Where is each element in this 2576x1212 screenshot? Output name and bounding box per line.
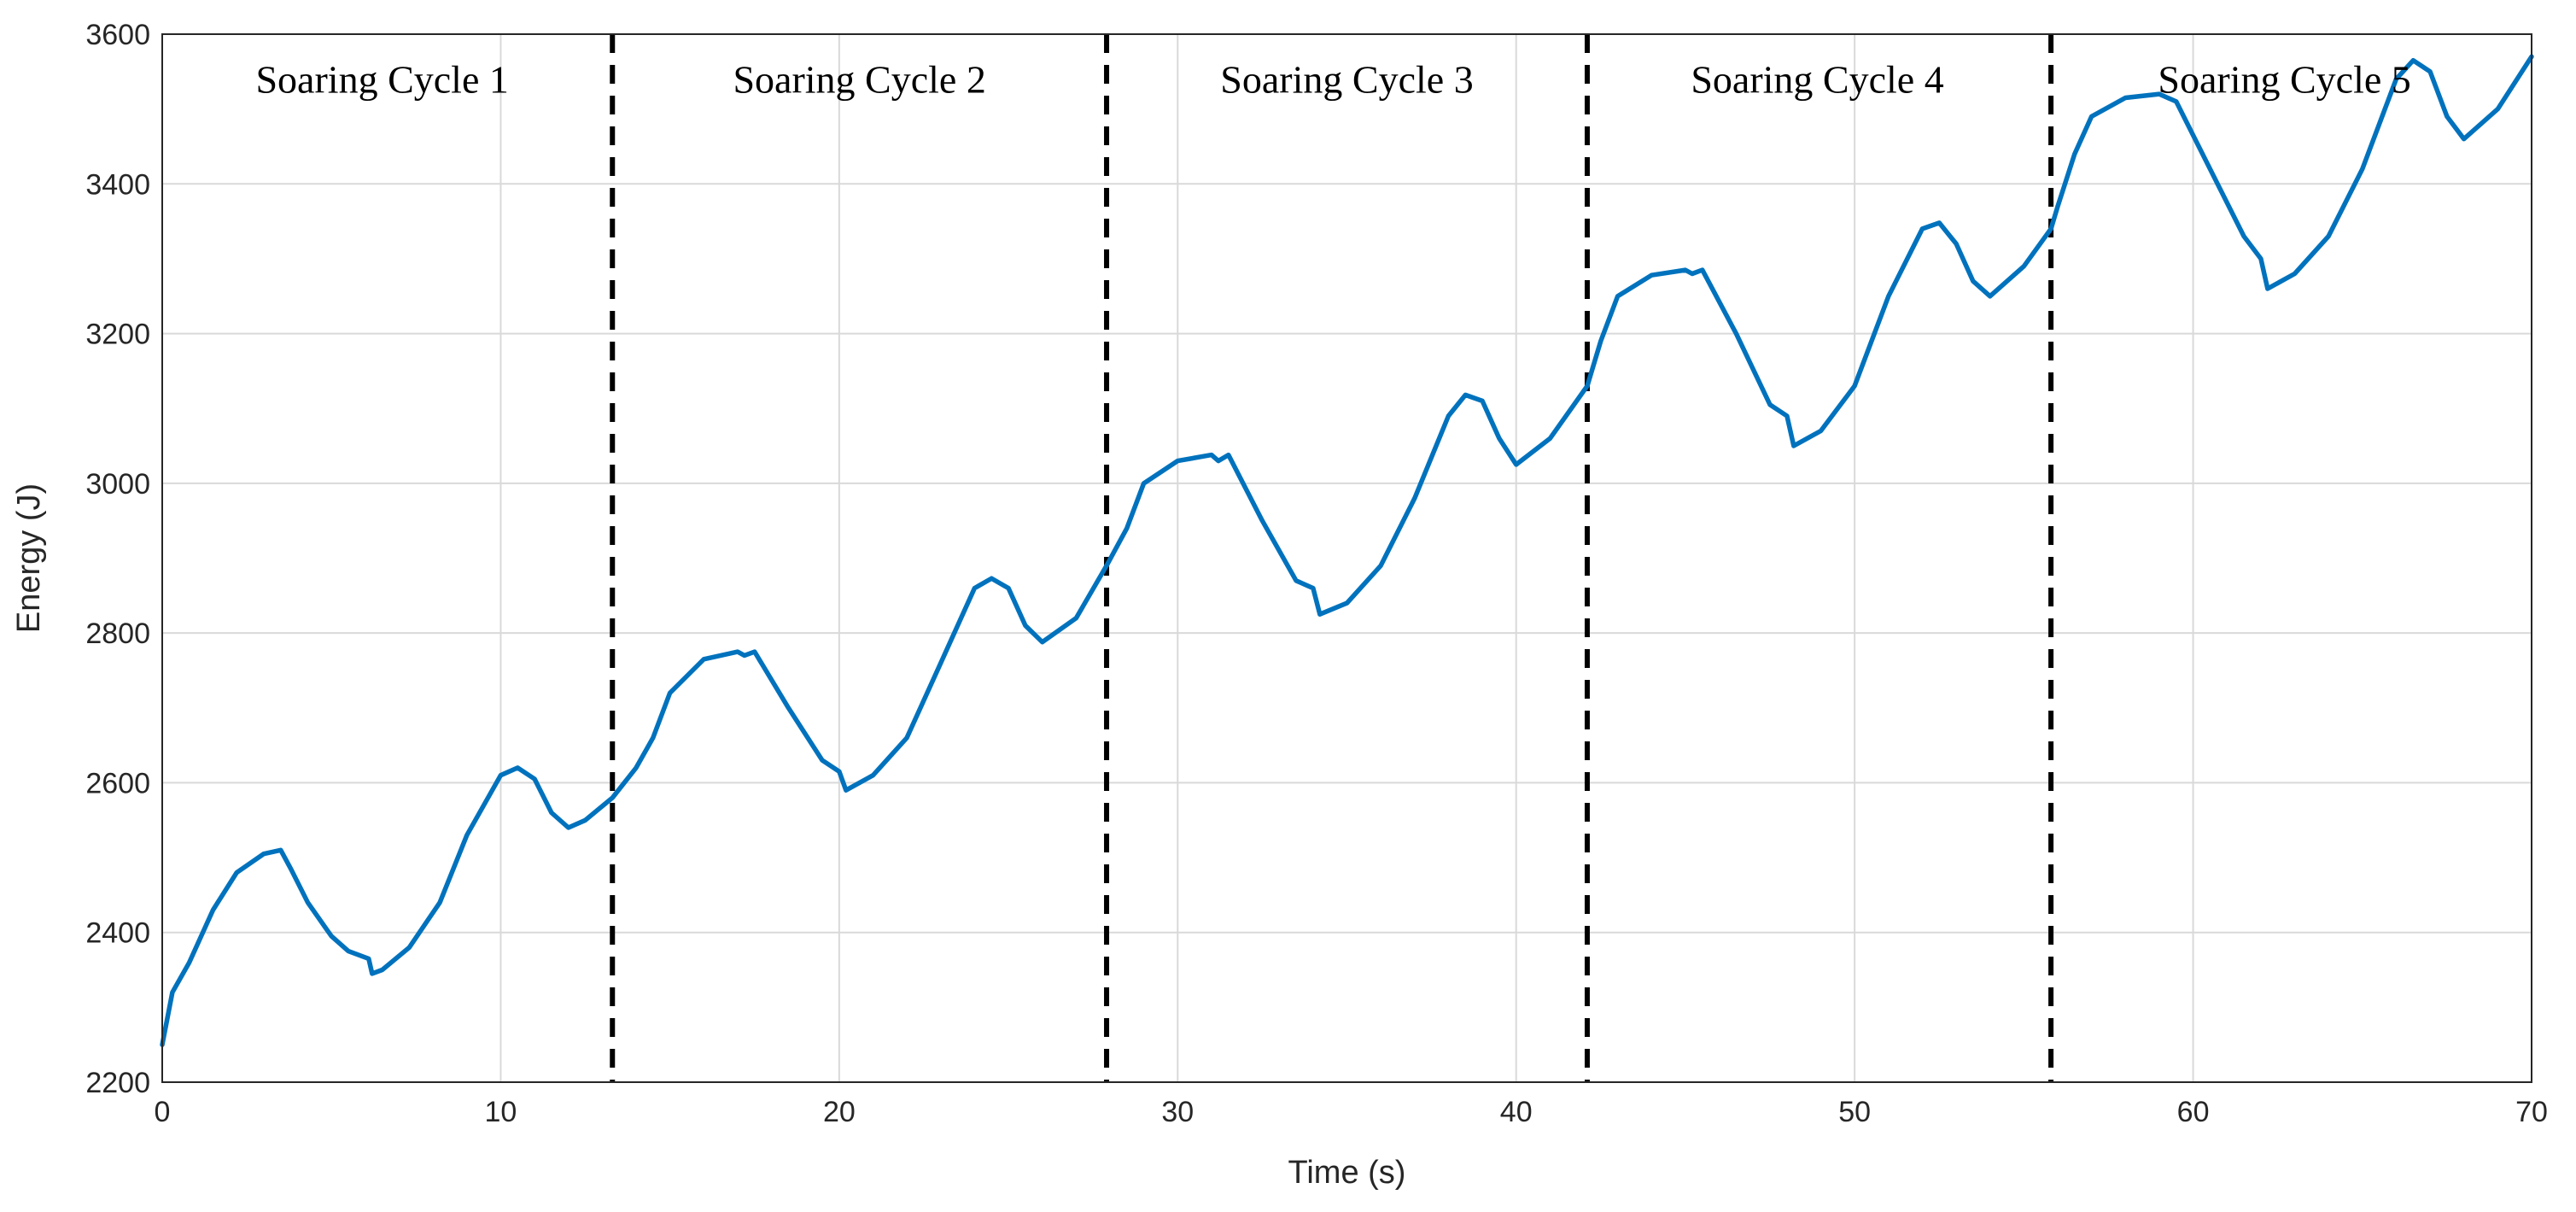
cycle-labels: Soaring Cycle 1 Soaring Cycle 2 Soaring Cy… (255, 58, 2410, 102)
x-tick-label: 40 (1500, 1096, 1533, 1128)
x-tick-label: 70 (2515, 1096, 2548, 1128)
cycle-label-5: Soaring Cycle 5 (2158, 58, 2410, 102)
x-tick-label: 50 (1838, 1096, 1871, 1128)
y-tick-label: 2800 (85, 618, 150, 650)
x-axis-label: Time (s) (1288, 1155, 1406, 1191)
series-line-energy (160, 54, 2534, 1047)
cycle-label-1: Soaring Cycle 1 (255, 58, 508, 102)
x-tick-label: 60 (2177, 1096, 2210, 1128)
y-tick-label: 3400 (85, 168, 150, 201)
x-tick-label: 0 (155, 1096, 171, 1128)
x-tick-label: 10 (485, 1096, 517, 1128)
cycle-dividers (610, 34, 2054, 1082)
cycle-label-3: Soaring Cycle 3 (1220, 58, 1473, 102)
cycle-label-4: Soaring Cycle 4 (1691, 58, 1943, 102)
y-tick-label: 2600 (85, 767, 150, 799)
series-layer (160, 54, 2534, 1047)
x-tick-label: 20 (823, 1096, 856, 1128)
plot-frame (161, 33, 2532, 1083)
tick-labels: 0 10 20 30 40 50 60 70 2200 2400 2600 2800 3000 3200 3… (85, 19, 2548, 1128)
y-tick-label: 3200 (85, 319, 150, 351)
x-tick-label: 30 (1161, 1096, 1194, 1128)
y-tick-label: 2200 (85, 1067, 150, 1099)
grid (161, 33, 2532, 1083)
cycle-label-2: Soaring Cycle 2 (733, 58, 985, 102)
y-tick-label: 3000 (85, 468, 150, 501)
y-axis-label: Energy (J) (11, 483, 47, 633)
y-tick-label: 3600 (85, 19, 150, 51)
y-tick-label: 2400 (85, 917, 150, 950)
